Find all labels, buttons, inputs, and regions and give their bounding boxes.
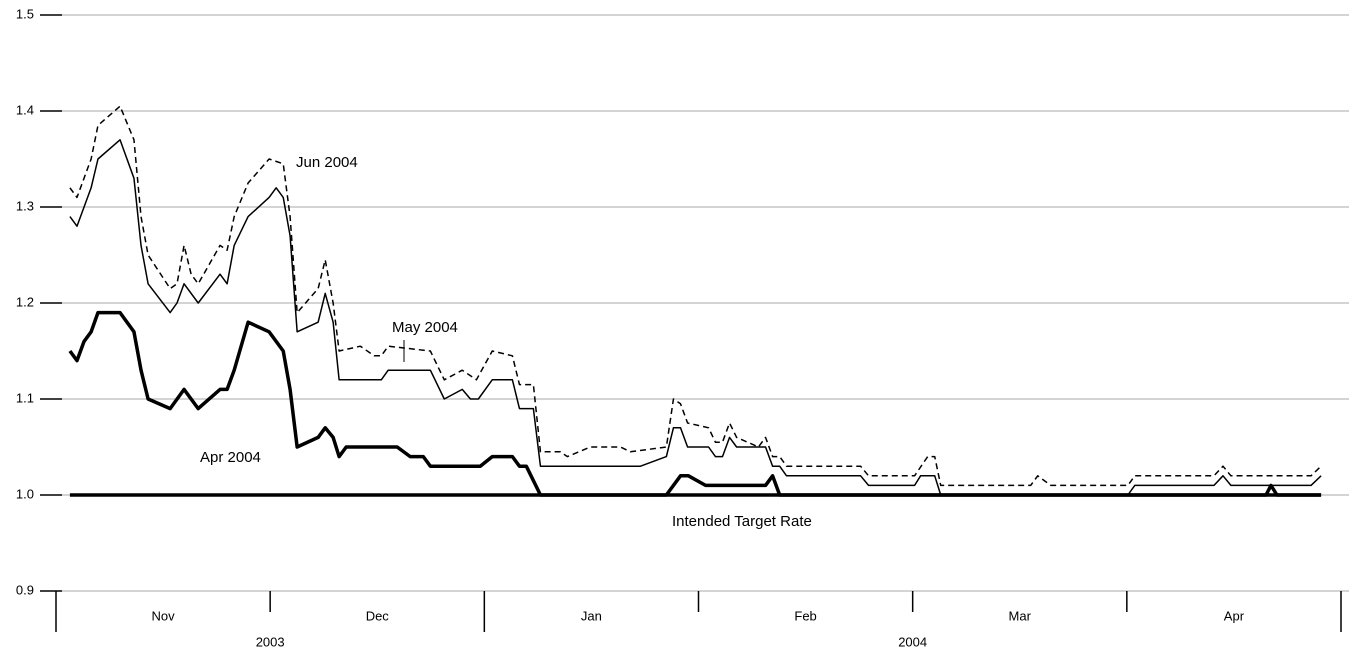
- y-tick-label: 1.0: [16, 486, 34, 501]
- x-tick-label: Jan: [581, 608, 602, 623]
- series-label: Apr 2004: [200, 449, 261, 466]
- x-tick-label: Mar: [1009, 608, 1032, 623]
- y-tick-label: 0.9: [16, 582, 34, 597]
- x-tick-label: Nov: [152, 608, 176, 623]
- x-tick-label: Apr: [1224, 608, 1245, 623]
- series-line: [68, 310, 1322, 497]
- series-line: [69, 105, 1322, 487]
- year-label: 2003: [256, 634, 285, 649]
- series-line: [69, 139, 1322, 496]
- series-label: May 2004: [392, 319, 458, 336]
- series-label: Jun 2004: [296, 154, 358, 171]
- y-tick-label: 1.5: [16, 6, 34, 21]
- series-label: Intended Target Rate: [672, 513, 812, 530]
- x-tick-label: Dec: [366, 608, 390, 623]
- x-tick-label: Feb: [794, 608, 816, 623]
- y-tick-label: 1.3: [16, 198, 34, 213]
- y-tick-label: 1.4: [16, 102, 34, 117]
- year-label: 2004: [898, 634, 927, 649]
- y-tick-label: 1.1: [16, 390, 34, 405]
- y-tick-label: 1.2: [16, 294, 34, 309]
